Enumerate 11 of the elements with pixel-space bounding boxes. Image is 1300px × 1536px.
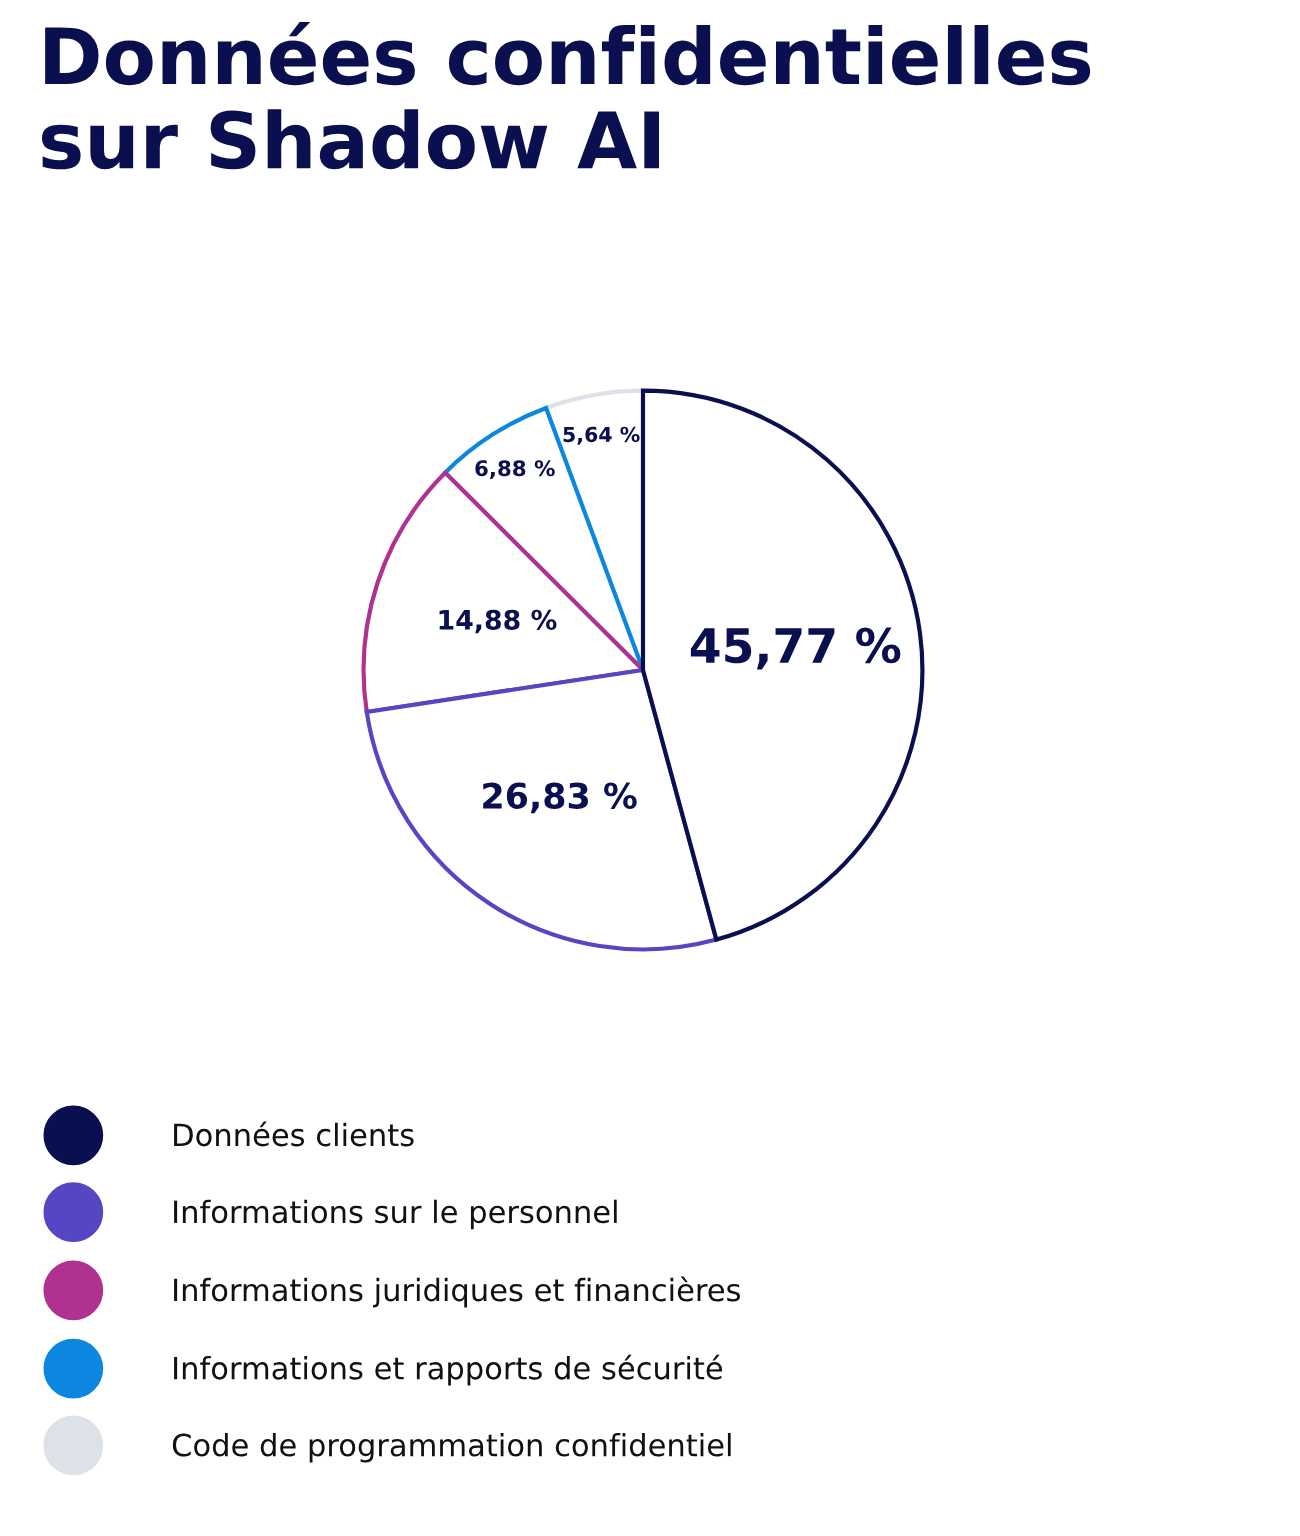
- legend-label: Informations sur le personnel: [174, 1199, 617, 1230]
- legend-label: Informations juridiques et financières: [174, 1276, 740, 1308]
- data-label: 5,64 %: [563, 426, 640, 445]
- data-label: 45,77 %: [690, 627, 901, 670]
- chart-title: Données confidentielles sur Shadow AI: [42, 21, 1091, 170]
- data-label: 6,88 %: [475, 460, 555, 480]
- legend-label: Code de programmation confidentiel: [172, 1432, 731, 1463]
- data-label: 26,83 %: [483, 782, 637, 814]
- legend-label: Informations et rapports de sécurité: [174, 1354, 723, 1386]
- data-label: 14,88 %: [439, 609, 557, 634]
- legend-label: Données clients: [174, 1121, 414, 1147]
